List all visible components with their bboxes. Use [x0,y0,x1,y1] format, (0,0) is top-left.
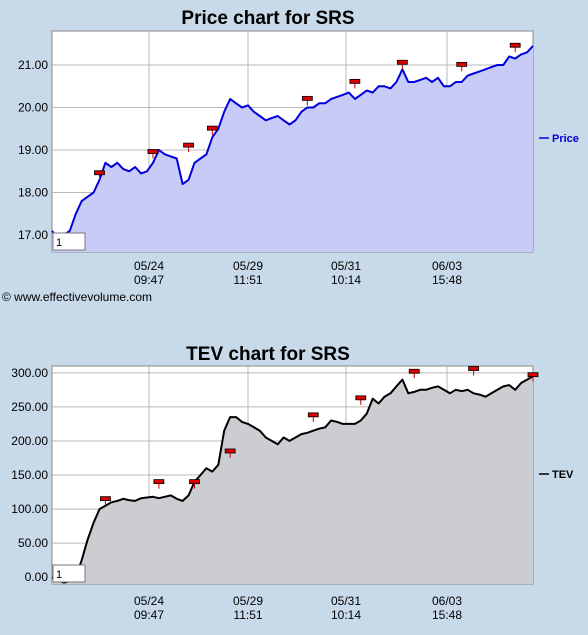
tev-x-tick-date: 05/29 [233,594,263,608]
price-x-tick-date: 05/29 [233,259,263,273]
tev-marker [100,496,111,506]
tev-area-fill [52,376,533,584]
tev-box[interactable] [52,564,86,583]
tev-x-tick-time: 11:51 [233,608,262,622]
tev-marker-flag [153,479,165,485]
tev-series-line [51,375,534,584]
price-chart: Price chart for SRS 17.00 18.00 19.00 20.00… [18,8,579,287]
tev-y-tick-label: 300.00 [11,366,48,380]
tev-marker-flag [468,366,480,371]
price-x-tick-time: 11:51 [233,273,262,287]
price-marker-flag [456,61,468,67]
price-marker [396,59,408,70]
tev-marker [355,395,367,405]
price-marker-flag [94,170,105,176]
price-marker [183,142,194,153]
copyright-text: © www.effectivevolume.com [2,290,152,304]
price-x-tick-time: 09:47 [134,273,164,287]
tev-y-tick-label: 50.00 [18,536,48,550]
tev-marker-flag [224,448,236,454]
tev-marker-flag [355,395,367,401]
tev-y-tick-label: 250.00 [11,400,48,414]
tev-box-label: 1 [56,569,62,581]
price-marker [94,170,105,180]
tev-marker [189,479,200,489]
price-marker-flag [147,149,159,154]
price-x-tick-date: 05/31 [331,259,361,273]
tev-y-tick-label: 150.00 [11,468,48,482]
price-box[interactable] [52,232,86,251]
price-area-fill [52,45,533,253]
tev-x-tick-time: 09:47 [134,608,164,622]
tev-y-tick-label: 0.00 [25,570,49,584]
price-y-tick-label: 19.00 [18,143,48,157]
price-series-line [51,45,534,241]
tev-y-tick-label: 200.00 [11,434,48,448]
price-box-label: 1 [56,237,62,249]
tev-x-tick-date: 05/24 [134,594,164,608]
price-marker [349,78,361,89]
price-chart-title: Price chart for SRS [181,8,354,29]
tev-y-tick-label: 100.00 [11,502,48,516]
price-marker-flag [206,125,218,131]
price-marker [301,95,313,106]
tev-x-tick-time: 10:14 [331,608,361,622]
tev-chart-title: TEV chart for SRS [186,344,350,365]
tev-marker [224,448,236,458]
tev-marker-flag [189,479,200,485]
tev-legend-label: TEV [552,469,574,481]
price-x-tick-date: 05/24 [134,259,164,273]
tev-markers [100,366,539,506]
tev-marker [527,372,539,382]
price-marker-flag [509,42,521,48]
price-y-tick-label: 17.00 [18,228,48,242]
price-marker [206,125,218,136]
price-y-tick-label: 20.00 [18,101,48,115]
price-marker-flag [349,78,361,84]
tev-marker [408,368,420,379]
tev-marker-flag [408,368,420,374]
price-y-tick-label: 21.00 [18,58,48,72]
price-x-tick-time: 15:48 [432,273,462,287]
price-marker [509,42,521,53]
price-marker [147,149,159,159]
price-marker [456,61,468,72]
price-marker-flag [183,142,194,148]
price-marker-flag [301,95,313,101]
tev-x-tick-time: 15:48 [432,608,462,622]
price-x-tick-date: 06/03 [432,259,462,273]
tev-marker [153,479,165,489]
tev-marker [468,366,480,376]
price-markers [94,42,521,180]
tev-x-tick-date: 06/03 [432,594,462,608]
price-x-tick-time: 10:14 [331,273,361,287]
tev-marker-flag [527,372,539,378]
price-legend-label: Price [552,133,579,145]
tev-chart: TEV chart for SRS 0.00 50.00 100.00 150.00 2… [11,344,574,622]
price-y-ticks: 17.00 18.00 19.00 20.00 21.00 [18,58,48,242]
tev-marker-flag [307,412,319,418]
price-y-tick-label: 18.00 [18,186,48,200]
tev-y-ticks: 0.00 50.00 100.00 150.00 200.00 250.00 300.00 [11,366,48,584]
tev-marker-flag [100,496,111,502]
tev-x-tick-date: 05/31 [331,594,361,608]
price-marker-flag [396,59,408,65]
tev-marker [307,412,319,422]
